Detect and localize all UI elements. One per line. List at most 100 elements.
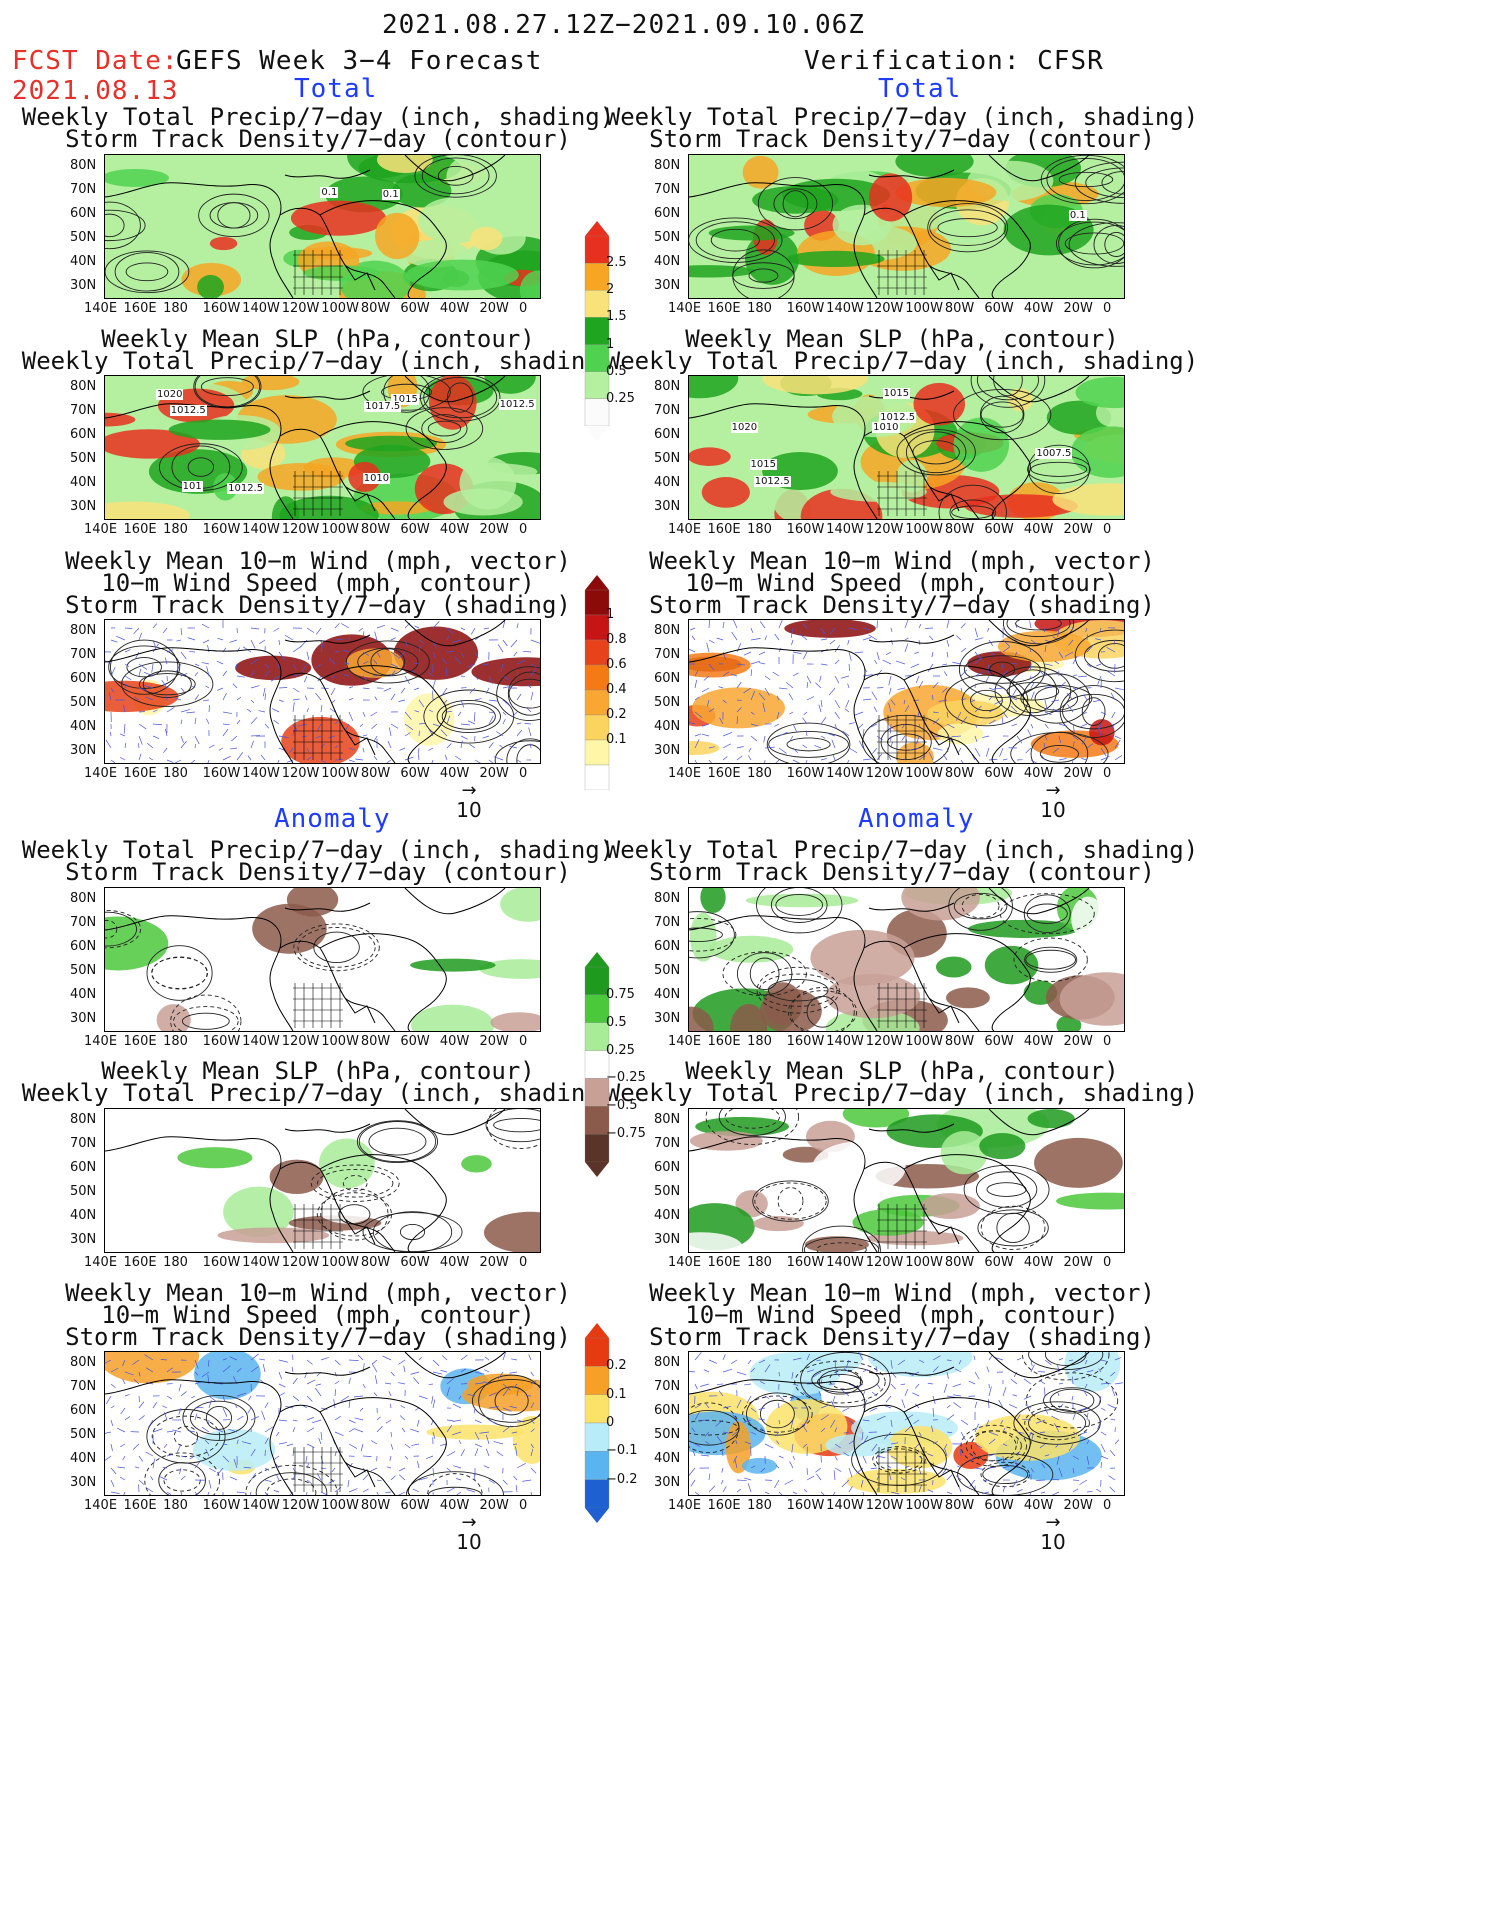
lon-label: 140W xyxy=(826,1034,864,1049)
contour-label: 1012.5 xyxy=(169,404,207,416)
lon-label: 180 xyxy=(747,1498,772,1513)
lon-label: 80W xyxy=(360,1034,391,1049)
lat-label: 50N xyxy=(70,1184,97,1199)
lat-label: 80N xyxy=(654,623,681,638)
lon-label: 40W xyxy=(439,766,470,781)
map-panel-left-6 xyxy=(104,1351,541,1496)
lat-label: 50N xyxy=(70,1427,97,1442)
panel-title: Storm Track Density/7−day (contour) xyxy=(65,125,571,153)
lon-label: 80W xyxy=(360,301,391,316)
lon-label: 160W xyxy=(202,1034,241,1049)
lon-label: 100W xyxy=(905,1034,943,1049)
lat-label: 40N xyxy=(654,475,681,490)
lon-label: 60W xyxy=(400,301,430,316)
lon-label: 180 xyxy=(747,1034,772,1049)
lon-label: 140E xyxy=(84,301,118,316)
panel-title: Weekly Mean 10−m Wind (mph, vector) xyxy=(649,1279,1155,1307)
colorbar-label: 0.25 xyxy=(606,1042,635,1058)
lon-label: 180 xyxy=(163,301,188,316)
lon-label: 40W xyxy=(1023,301,1054,316)
lon-label: 140W xyxy=(242,1255,280,1270)
panel-title: 10−m Wind Speed (mph, contour) xyxy=(685,569,1119,597)
colorbar-label: 0.1 xyxy=(606,1386,627,1402)
lon-label: 140E xyxy=(84,766,118,781)
colorbar-label: 0.5 xyxy=(606,1014,627,1030)
lat-label: 70N xyxy=(654,647,681,662)
lon-label: 140W xyxy=(826,301,864,316)
lon-label: 80W xyxy=(360,1255,391,1270)
lon-label: 80W xyxy=(944,1034,975,1049)
lon-label: 80W xyxy=(944,766,975,781)
lon-label: 60W xyxy=(984,301,1014,316)
lat-label: 50N xyxy=(70,451,97,466)
lon-label: 160E xyxy=(707,301,741,316)
lon-label: 140W xyxy=(242,1034,280,1049)
lon-label: 40W xyxy=(439,1498,470,1513)
lon-label: 120W xyxy=(281,1034,320,1049)
lon-label: 60W xyxy=(984,1255,1014,1270)
lat-label: 70N xyxy=(70,403,97,418)
colorbar-label: −0.5 xyxy=(606,1098,638,1114)
colorbar-label: −0.75 xyxy=(606,1126,646,1142)
lat-label: 60N xyxy=(654,1160,681,1175)
lon-label: 40W xyxy=(439,1034,470,1049)
lat-label: 50N xyxy=(654,451,681,466)
vector-reference: → 10 xyxy=(1033,1514,1073,1555)
anomaly-label-left: Anomaly xyxy=(274,804,391,834)
panel-title: Weekly Mean 10−m Wind (mph, vector) xyxy=(649,547,1155,575)
date-range: 2021.08.27.12Z−2021.09.10.06Z xyxy=(382,10,865,40)
lon-label: 160E xyxy=(707,766,741,781)
lat-label: 40N xyxy=(654,1208,681,1223)
lat-label: 60N xyxy=(70,206,97,221)
lat-label: 80N xyxy=(70,623,97,638)
panel-title: Storm Track Density/7−day (shading) xyxy=(649,591,1155,619)
lat-label: 80N xyxy=(70,1355,97,1370)
lat-label: 40N xyxy=(70,719,97,734)
panel-title: Storm Track Density/7−day (contour) xyxy=(649,125,1155,153)
colorbar-label: 0.8 xyxy=(606,632,627,647)
lon-label: 40W xyxy=(1023,1498,1054,1513)
contour-label: 1007.5 xyxy=(1035,447,1073,459)
lon-label: 20W xyxy=(479,1498,509,1513)
lon-label: 60W xyxy=(400,522,430,537)
lon-label: 100W xyxy=(905,766,943,781)
panel-title: Weekly Total Precip/7−day (inch, shading… xyxy=(21,836,615,864)
lon-label: 20W xyxy=(1063,766,1093,781)
lon-label: 60W xyxy=(984,766,1014,781)
contour-label: 1012.5 xyxy=(753,475,791,487)
lon-label: 160W xyxy=(202,1255,241,1270)
lon-label: 140E xyxy=(668,766,702,781)
lat-label: 30N xyxy=(654,278,681,293)
contour-label: 1015 xyxy=(882,388,911,400)
lat-label: 30N xyxy=(70,1232,97,1247)
lat-label: 60N xyxy=(70,939,97,954)
lon-label: 140E xyxy=(668,301,702,316)
colorbar-label: 0.4 xyxy=(606,682,627,697)
panel-title: Storm Track Density/7−day (shading) xyxy=(649,1323,1155,1351)
vector-ref-value: 10 xyxy=(456,798,482,822)
lon-label: 160W xyxy=(786,766,825,781)
colorbar-label: 0.5 xyxy=(606,363,627,379)
map-panel-right-3 xyxy=(688,619,1125,764)
lat-label: 70N xyxy=(70,915,97,930)
colorbar-storm-total xyxy=(582,575,612,809)
colorbar-label: 1 xyxy=(606,336,615,352)
lon-label: 160W xyxy=(786,1255,825,1270)
lon-label: 100W xyxy=(321,766,359,781)
lat-label: 40N xyxy=(70,254,97,269)
lat-label: 80N xyxy=(654,891,681,906)
lon-label: 120W xyxy=(281,301,320,316)
lon-label: 140E xyxy=(84,1498,118,1513)
lat-label: 70N xyxy=(70,647,97,662)
lon-label: 60W xyxy=(984,1034,1014,1049)
anomaly-label-right: Anomaly xyxy=(858,804,975,834)
lon-label: 0 xyxy=(519,522,528,537)
lon-label: 20W xyxy=(479,1034,509,1049)
lon-label: 160E xyxy=(123,1498,157,1513)
lon-label: 180 xyxy=(163,522,188,537)
colorbar-label: 0.25 xyxy=(606,390,635,406)
lat-label: 60N xyxy=(654,206,681,221)
lon-label: 100W xyxy=(905,1255,943,1270)
lon-label: 160W xyxy=(786,522,825,537)
map-panel-left-1 xyxy=(104,154,541,299)
